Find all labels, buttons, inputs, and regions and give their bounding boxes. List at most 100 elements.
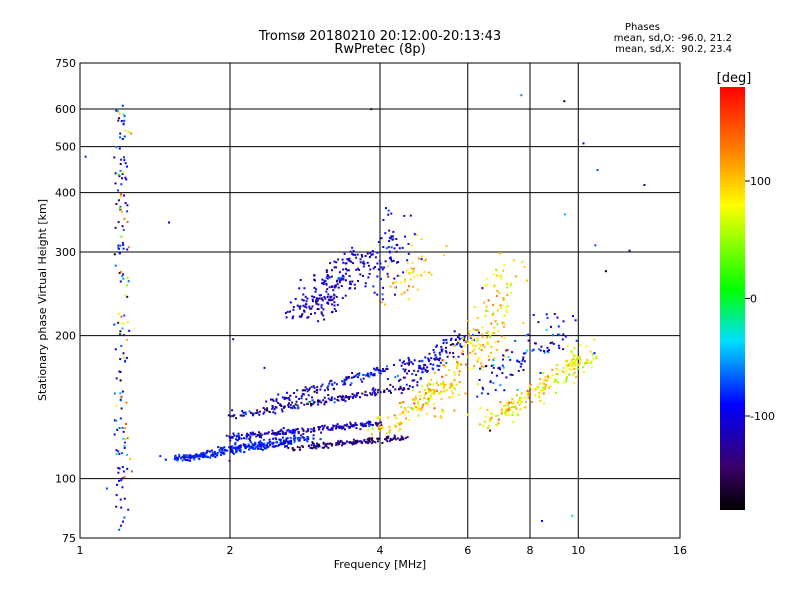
echo-point	[121, 486, 124, 489]
echo-point	[284, 312, 287, 315]
echo-point	[495, 295, 498, 298]
echo-point	[444, 383, 447, 386]
echo-point	[363, 438, 366, 441]
echo-point	[310, 313, 312, 315]
echo-point	[272, 437, 275, 440]
echo-point	[424, 356, 427, 359]
echo-point	[408, 285, 410, 288]
echo-point	[360, 441, 363, 444]
echo-point	[329, 262, 332, 265]
echo-point	[285, 397, 288, 399]
echo-point	[359, 258, 362, 261]
echo-point	[126, 210, 129, 213]
echo-point	[546, 350, 549, 353]
echo-point	[412, 285, 415, 288]
echo-point	[523, 396, 526, 399]
echo-point	[248, 410, 251, 413]
echo-point	[500, 335, 503, 338]
echo-point	[317, 399, 319, 402]
echo-point	[480, 349, 483, 352]
echo-point	[379, 369, 382, 372]
echo-point	[122, 273, 125, 276]
echo-point	[397, 430, 400, 433]
echo-point	[376, 262, 379, 265]
echo-point	[234, 448, 237, 451]
echo-point	[430, 357, 433, 360]
echo-point	[228, 459, 231, 462]
echo-point	[305, 430, 308, 433]
echo-point	[503, 389, 506, 392]
echo-point	[503, 322, 506, 325]
echo-point	[289, 301, 292, 304]
echo-point	[338, 426, 341, 429]
echo-point	[543, 351, 546, 354]
echo-point	[125, 356, 128, 359]
echo-point	[562, 348, 565, 351]
echo-point	[454, 338, 457, 341]
echo-point	[335, 424, 338, 427]
echo-point	[370, 438, 373, 440]
echo-point	[368, 437, 371, 440]
echo-point	[407, 356, 410, 359]
echo-point	[574, 359, 576, 362]
echo-point	[573, 364, 576, 367]
echo-point	[117, 450, 120, 453]
echo-point	[123, 314, 126, 317]
echo-point	[382, 427, 385, 429]
echo-point	[258, 443, 261, 446]
echo-point	[254, 432, 257, 435]
echo-point	[229, 415, 232, 418]
echo-point	[489, 412, 492, 415]
echo-point	[301, 436, 304, 439]
echo-point	[538, 348, 541, 351]
echo-point	[298, 287, 301, 290]
echo-point	[473, 306, 476, 308]
echo-point	[321, 428, 324, 431]
echo-point	[381, 293, 384, 296]
echo-point	[417, 404, 420, 407]
echo-point	[289, 404, 292, 407]
echo-point	[453, 371, 456, 374]
echo-point	[545, 329, 548, 331]
echo-point	[119, 399, 122, 402]
echo-point	[117, 321, 120, 324]
echo-point	[326, 442, 329, 445]
echo-point	[123, 441, 126, 444]
echo-point	[476, 340, 479, 342]
echo-point	[219, 450, 222, 453]
echo-point	[312, 443, 315, 445]
echo-point	[378, 259, 381, 262]
echo-point	[389, 389, 392, 392]
echo-point	[510, 282, 513, 285]
echo-point	[265, 400, 268, 403]
echo-point	[448, 383, 451, 386]
echo-point	[406, 262, 409, 265]
echo-point	[372, 374, 375, 377]
echo-point	[258, 445, 261, 448]
echo-point	[437, 368, 440, 371]
echo-point	[512, 400, 515, 403]
echo-point	[313, 286, 316, 289]
echo-point	[486, 336, 489, 339]
echo-point	[542, 372, 545, 375]
echo-point	[450, 337, 453, 340]
echo-point	[491, 371, 493, 374]
echo-point	[527, 333, 530, 336]
echo-point	[505, 349, 508, 352]
echo-point	[295, 428, 298, 431]
echo-point	[448, 369, 451, 372]
echo-point	[254, 441, 257, 444]
echo-point	[117, 467, 120, 469]
echo-point	[411, 272, 413, 275]
echo-point	[335, 427, 337, 430]
echo-point	[436, 358, 439, 360]
echo-point	[341, 399, 344, 401]
echo-point	[350, 382, 353, 385]
echo-point	[514, 275, 517, 278]
echo-point	[349, 421, 352, 424]
echo-point	[125, 423, 127, 425]
echo-point	[300, 314, 303, 317]
echo-point	[573, 371, 576, 374]
echo-point	[121, 466, 124, 468]
echo-point	[351, 372, 354, 374]
